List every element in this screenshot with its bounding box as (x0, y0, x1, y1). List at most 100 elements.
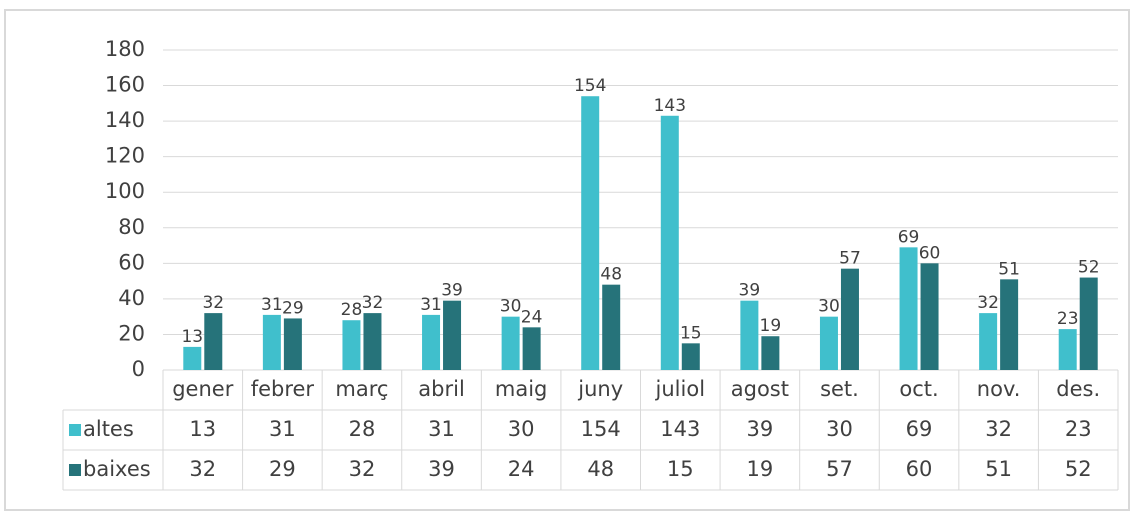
data-label: 31 (420, 295, 442, 315)
table-value: 28 (349, 417, 376, 441)
x-tick-label: oct. (899, 377, 938, 401)
bar (920, 263, 939, 370)
y-tick-label: 100 (105, 179, 145, 203)
data-label: 15 (680, 323, 702, 343)
bar (283, 318, 302, 370)
x-tick-label: març (335, 377, 388, 401)
y-tick-label: 80 (118, 215, 145, 239)
table-value: 32 (349, 457, 376, 481)
table-value: 143 (660, 417, 700, 441)
table-value: 24 (508, 457, 535, 481)
x-tick-label: juny (577, 377, 623, 401)
x-tick-label: agost (731, 377, 789, 401)
table-value: 48 (587, 457, 614, 481)
bar (443, 300, 462, 370)
data-label: 32 (202, 293, 224, 313)
data-label: 30 (818, 297, 840, 317)
data-label: 19 (760, 316, 782, 336)
y-tick-label: 0 (132, 357, 145, 381)
data-label: 69 (898, 227, 920, 247)
table-value: 60 (906, 457, 933, 481)
bar (581, 96, 600, 370)
table-value: 19 (747, 457, 774, 481)
table-value: 69 (906, 417, 933, 441)
bar (522, 327, 541, 370)
data-label: 24 (521, 307, 543, 327)
table-value: 154 (581, 417, 621, 441)
data-label: 30 (500, 297, 522, 317)
legend-label: altes (83, 417, 134, 441)
data-label: 60 (919, 243, 941, 263)
table-value: 32 (189, 457, 216, 481)
bar (342, 320, 361, 370)
data-label: 39 (739, 281, 761, 301)
bar (819, 316, 838, 370)
x-tick-label: gener (172, 377, 233, 401)
table-value: 31 (428, 417, 455, 441)
bar (501, 316, 520, 370)
table-value: 39 (428, 457, 455, 481)
x-tick-label: maig (495, 377, 548, 401)
data-label: 32 (977, 293, 999, 313)
y-tick-label: 20 (118, 321, 145, 345)
bar (363, 313, 382, 370)
table-value: 23 (1065, 417, 1092, 441)
table-value: 31 (269, 417, 296, 441)
bar (840, 268, 859, 370)
data-label: 29 (282, 298, 304, 318)
y-tick-label: 140 (105, 108, 145, 132)
bar (262, 314, 281, 370)
bar (660, 115, 679, 371)
x-tick-label: juliol (655, 377, 706, 401)
data-label: 32 (362, 293, 384, 313)
data-label: 31 (261, 295, 283, 315)
data-label: 23 (1057, 309, 1079, 329)
y-tick-label: 40 (118, 286, 145, 310)
bar (1079, 277, 1098, 370)
data-label: 52 (1078, 258, 1100, 278)
y-tick-label: 120 (105, 144, 145, 168)
legend-swatch (69, 424, 81, 436)
bar (899, 247, 918, 370)
data-label: 51 (998, 259, 1020, 279)
table-value: 51 (985, 457, 1012, 481)
y-tick-label: 180 (105, 37, 145, 61)
bar (681, 343, 700, 370)
data-label: 39 (441, 281, 463, 301)
bar (1058, 329, 1077, 370)
legend-label: baixes (83, 457, 151, 481)
table-value: 39 (747, 417, 774, 441)
x-tick-label: febrer (251, 377, 315, 401)
x-tick-label: des. (1056, 377, 1100, 401)
data-label: 13 (181, 327, 203, 347)
chart-border (4, 9, 1130, 511)
data-label: 154 (574, 76, 606, 96)
x-tick-label: nov. (977, 377, 1021, 401)
table-value: 30 (826, 417, 853, 441)
table-value: 57 (826, 457, 853, 481)
data-label: 57 (839, 249, 861, 269)
x-tick-label: abril (418, 377, 465, 401)
bar (602, 284, 621, 370)
y-tick-label: 60 (118, 250, 145, 274)
table-value: 32 (985, 417, 1012, 441)
bar (422, 314, 441, 370)
table-value: 29 (269, 457, 296, 481)
table-value: 13 (189, 417, 216, 441)
data-label: 48 (600, 265, 622, 285)
legend-swatch (69, 464, 81, 476)
bar (1000, 279, 1019, 370)
bar (761, 336, 780, 370)
bar (204, 313, 223, 370)
data-label: 143 (654, 96, 686, 116)
bar (979, 313, 998, 370)
data-label: 28 (341, 300, 363, 320)
x-tick-label: set. (820, 377, 859, 401)
y-tick-label: 160 (105, 73, 145, 97)
table-value: 15 (667, 457, 694, 481)
table-value: 52 (1065, 457, 1092, 481)
table-value: 30 (508, 417, 535, 441)
bar (740, 300, 759, 370)
bar (183, 346, 202, 370)
